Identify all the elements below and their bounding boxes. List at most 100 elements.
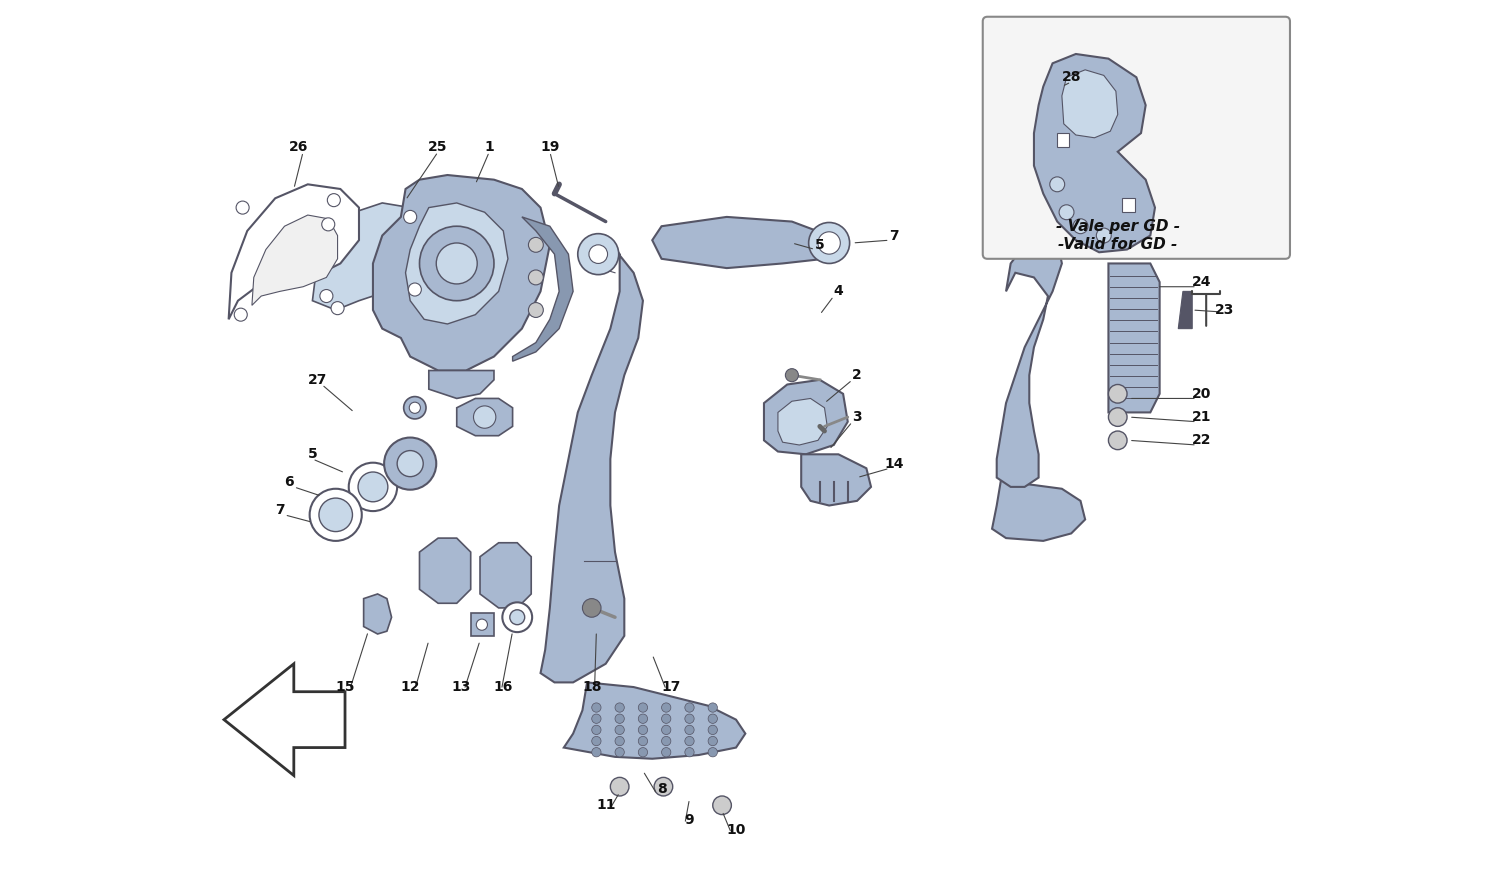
Text: - Vale per GD -: - Vale per GD - (1056, 219, 1180, 234)
Circle shape (1108, 384, 1126, 403)
Circle shape (686, 714, 694, 724)
Circle shape (615, 714, 624, 724)
Circle shape (654, 777, 672, 796)
Polygon shape (228, 184, 358, 320)
Polygon shape (312, 203, 424, 310)
Text: 25: 25 (429, 140, 448, 154)
Polygon shape (374, 175, 550, 370)
Circle shape (474, 406, 496, 428)
Polygon shape (1058, 134, 1070, 147)
Circle shape (686, 703, 694, 712)
Text: 18: 18 (582, 680, 602, 694)
Text: 8: 8 (657, 782, 666, 797)
Text: 1: 1 (484, 140, 494, 154)
Text: 5: 5 (308, 448, 318, 461)
Polygon shape (1062, 69, 1118, 138)
Polygon shape (429, 370, 494, 399)
Circle shape (510, 610, 525, 625)
Circle shape (708, 714, 717, 724)
Circle shape (662, 748, 670, 756)
Text: 22: 22 (1192, 433, 1212, 448)
Polygon shape (1122, 198, 1134, 212)
Circle shape (582, 599, 602, 618)
Circle shape (321, 218, 334, 231)
Circle shape (404, 397, 426, 419)
Circle shape (309, 489, 362, 541)
Circle shape (1072, 219, 1088, 234)
Polygon shape (363, 594, 392, 634)
Circle shape (410, 402, 420, 413)
Circle shape (327, 194, 340, 206)
Text: 4: 4 (834, 285, 843, 298)
Circle shape (320, 289, 333, 303)
Circle shape (639, 703, 648, 712)
Circle shape (786, 368, 798, 382)
Circle shape (708, 703, 717, 712)
Text: 12: 12 (400, 680, 420, 694)
Text: 19: 19 (540, 140, 560, 154)
Polygon shape (456, 399, 513, 436)
Polygon shape (540, 236, 644, 683)
Circle shape (708, 736, 717, 746)
Polygon shape (1034, 54, 1155, 252)
Circle shape (591, 725, 602, 734)
Text: 11: 11 (596, 798, 615, 813)
Text: -Valid for GD -: -Valid for GD - (1058, 238, 1178, 253)
Circle shape (615, 736, 624, 746)
Text: 7: 7 (274, 503, 285, 517)
Circle shape (236, 201, 249, 214)
Text: 2: 2 (852, 368, 862, 382)
Circle shape (615, 748, 624, 756)
Circle shape (1050, 177, 1065, 191)
Circle shape (528, 238, 543, 252)
Text: 27: 27 (308, 373, 327, 387)
Circle shape (503, 603, 532, 632)
Circle shape (591, 703, 602, 712)
Circle shape (398, 450, 423, 477)
Text: 23: 23 (1215, 303, 1234, 317)
Circle shape (808, 222, 849, 263)
Circle shape (708, 748, 717, 756)
Text: 3: 3 (852, 410, 862, 424)
Polygon shape (420, 538, 471, 603)
Polygon shape (778, 399, 828, 445)
Circle shape (686, 725, 694, 734)
Text: 7: 7 (890, 229, 898, 243)
Polygon shape (996, 236, 1062, 487)
Text: 24: 24 (1192, 275, 1212, 289)
Circle shape (591, 714, 602, 724)
Text: 10: 10 (726, 822, 746, 837)
Circle shape (662, 725, 670, 734)
Circle shape (234, 308, 248, 321)
Circle shape (639, 736, 648, 746)
Circle shape (1059, 205, 1074, 220)
Text: 17: 17 (662, 680, 681, 694)
Text: 14: 14 (885, 457, 904, 471)
Circle shape (686, 736, 694, 746)
Text: 16: 16 (494, 680, 513, 694)
Circle shape (1108, 431, 1126, 449)
Polygon shape (224, 664, 345, 775)
Polygon shape (1179, 291, 1192, 328)
Circle shape (477, 619, 488, 630)
Circle shape (420, 226, 494, 301)
Text: 13: 13 (452, 680, 471, 694)
Circle shape (686, 748, 694, 756)
Circle shape (578, 234, 618, 275)
Polygon shape (801, 454, 871, 506)
Text: 26: 26 (290, 140, 308, 154)
Circle shape (610, 777, 628, 796)
Polygon shape (252, 215, 338, 305)
Text: 21: 21 (1192, 410, 1212, 424)
Circle shape (528, 303, 543, 318)
Circle shape (436, 243, 477, 284)
Text: 15: 15 (336, 680, 356, 694)
Circle shape (712, 796, 732, 814)
Text: 28: 28 (1062, 70, 1082, 85)
Polygon shape (471, 612, 494, 635)
Circle shape (662, 703, 670, 712)
Text: 9: 9 (684, 813, 694, 827)
Circle shape (662, 714, 670, 724)
Circle shape (639, 725, 648, 734)
Circle shape (1096, 228, 1112, 243)
